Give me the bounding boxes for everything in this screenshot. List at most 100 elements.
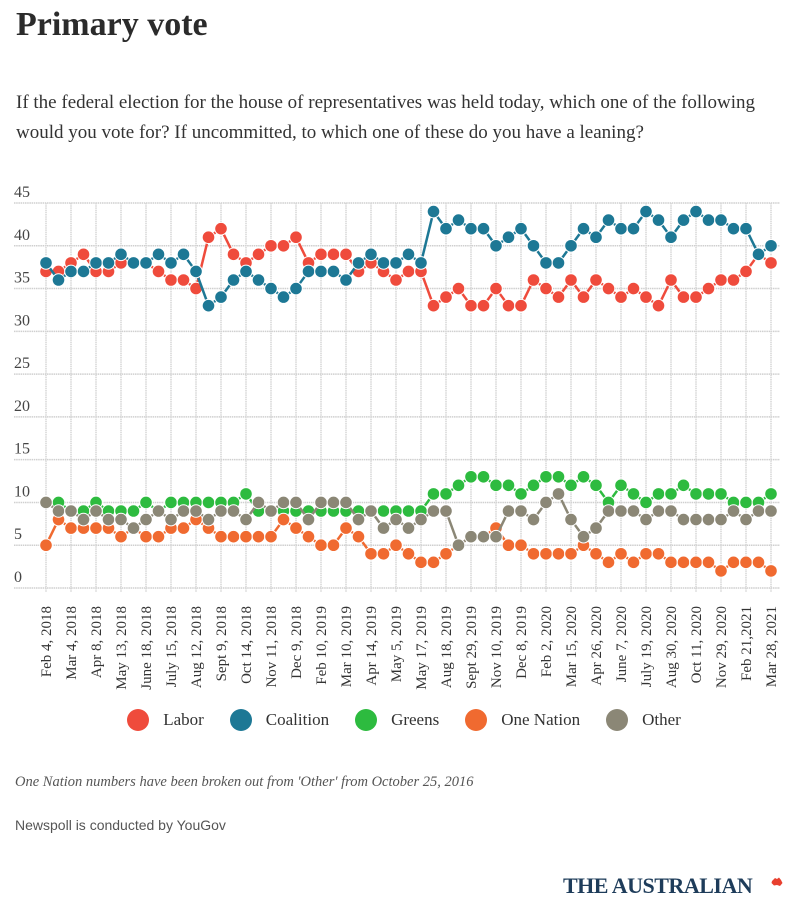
data-point [165,257,177,269]
x-tick-label: Oct 14, 2018 [239,606,255,684]
data-point [652,488,665,500]
data-point [265,282,277,295]
data-point [765,257,777,269]
data-point [540,282,552,295]
legend-item-other[interactable]: Other [606,709,681,731]
series-other [39,487,778,553]
data-point [690,556,702,569]
data-point [615,479,627,492]
data-point [477,470,490,483]
brand-logo[interactable]: THE AUSTRALIAN [563,873,753,898]
legend-label: One Nation [501,710,581,729]
data-point [677,214,690,226]
data-point [115,513,127,526]
data-point [127,257,140,269]
data-point [527,479,540,492]
data-point [440,488,452,500]
data-point [627,505,640,517]
data-point [440,505,452,517]
data-point [527,274,540,286]
y-axis: 0 5 10 15 20 25 30 35 40 45 [14,184,30,586]
data-point [390,513,402,526]
x-tick-label: Nov 29, 2020 [714,606,730,688]
legend-item-labor[interactable]: Labor [127,709,204,731]
data-point [740,222,752,235]
data-point [402,547,415,560]
data-point [302,530,315,543]
data-point [240,265,252,278]
data-point [127,522,140,534]
data-point [640,547,652,560]
data-point [727,505,740,517]
data-point [727,556,740,569]
series-layer [39,204,778,578]
data-point [40,496,52,509]
data-point [227,530,240,543]
x-tick-label: Aug 18, 2019 [439,606,455,688]
footnote: One Nation numbers have been broken out … [15,774,474,790]
data-point [327,248,340,261]
data-point [352,530,365,543]
data-point [377,505,390,517]
data-point [590,274,602,286]
x-tick-label: May 17, 2019 [414,606,430,690]
data-point [715,565,727,577]
data-point [240,530,252,543]
data-point [265,239,277,252]
data-point [690,205,702,218]
data-point [652,214,665,226]
data-point [677,556,690,569]
data-point [365,547,377,560]
data-point [590,547,602,560]
data-point [90,522,102,534]
data-point [590,479,602,492]
data-point [590,231,602,244]
data-point [365,248,377,261]
x-tick-label: Feb 2, 2020 [539,606,555,677]
series-coalition [39,204,778,313]
legend-item-coalition[interactable]: Coalition [229,709,329,731]
data-point [77,248,90,261]
data-point [727,274,740,286]
data-point [515,539,527,552]
data-point [402,265,415,278]
data-point [152,265,165,278]
data-point [202,513,215,526]
data-point [565,274,577,286]
data-point [627,282,640,295]
data-point [427,299,440,312]
data-point [477,530,490,543]
data-point [340,274,352,286]
legend-item-greens[interactable]: Greens [355,709,439,731]
data-point [215,530,227,543]
data-point [640,205,652,218]
data-point [77,513,90,526]
data-point [615,505,627,517]
data-point [652,547,665,560]
x-axis: Feb 4, 2018 Mar 4, 2018 Apr 8, 2018 May 13,… [39,606,780,690]
data-point [352,513,365,526]
data-point [152,530,165,543]
data-point [440,291,452,303]
data-point [65,265,77,278]
data-point [515,299,527,312]
data-point [415,513,427,526]
data-point [577,291,590,303]
data-point [327,539,340,552]
data-point [340,496,352,509]
y-tick-label: 5 [14,526,22,543]
data-point [340,248,352,261]
data-point [552,470,565,483]
data-point [715,488,727,500]
data-point [227,248,240,261]
legend-item-one-nation[interactable]: One Nation [465,709,580,731]
data-point [315,265,327,278]
data-point [202,299,215,312]
data-point [490,530,502,543]
data-point [427,205,440,218]
data-point [277,291,290,303]
data-point [140,530,152,543]
legend-label: Other [642,710,681,729]
data-point [152,248,165,261]
data-point [377,547,390,560]
